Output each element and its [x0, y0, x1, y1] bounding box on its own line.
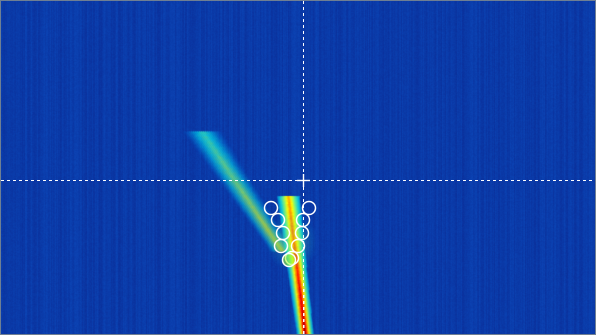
peak-marker[interactable] [301, 200, 317, 216]
peak-marker-highlighted[interactable] [281, 252, 297, 268]
peak-marker[interactable] [290, 238, 306, 254]
peak-marker[interactable] [294, 225, 310, 241]
peak-marker[interactable] [270, 212, 286, 228]
peak-marker[interactable] [263, 200, 279, 216]
crosshair-center-icon[interactable] [297, 174, 310, 187]
peak-marker[interactable] [273, 238, 289, 254]
peak-marker[interactable] [275, 225, 291, 241]
